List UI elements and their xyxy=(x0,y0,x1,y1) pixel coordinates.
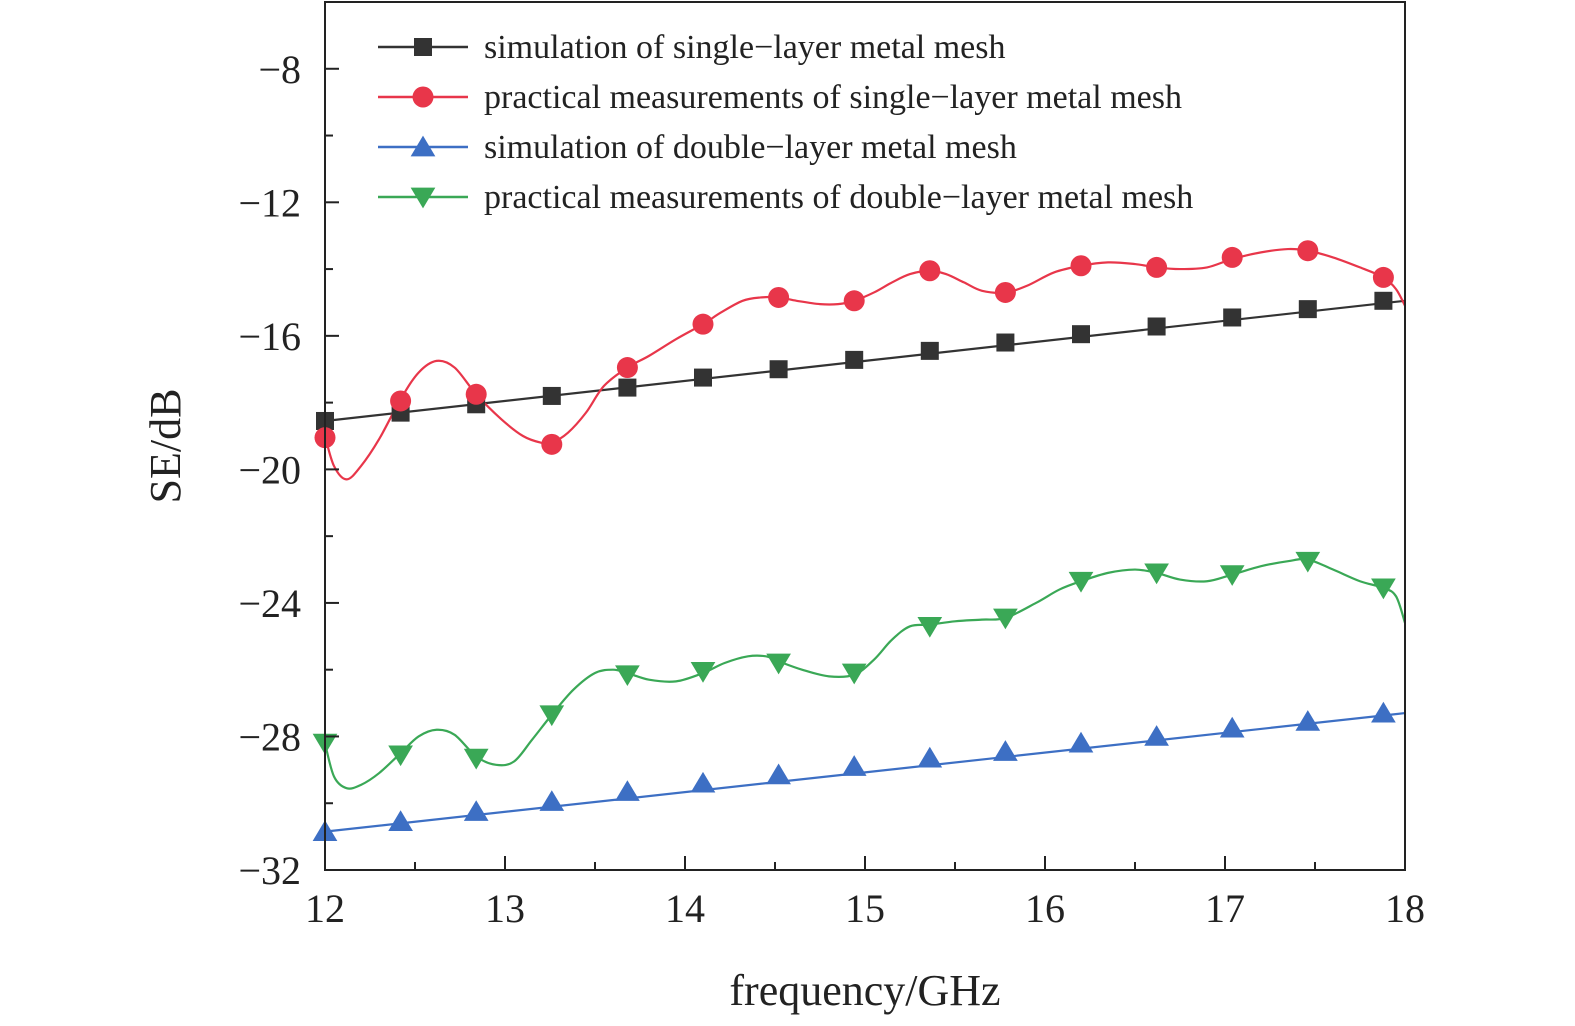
data-point-square xyxy=(845,350,864,369)
data-point-triangle-up xyxy=(388,810,413,831)
data-point-triangle-down xyxy=(917,616,943,638)
data-point-triangle-up xyxy=(1144,725,1169,746)
data-point-triangle-up xyxy=(766,763,791,785)
legend-label: practical measurements of single−layer m… xyxy=(484,79,1182,116)
data-point-triangle-down xyxy=(841,663,867,685)
data-point-triangle-down xyxy=(539,705,565,727)
legend-marker-triangle-down xyxy=(410,187,436,209)
data-point-triangle-down xyxy=(1144,563,1169,585)
data-point-triangle-down xyxy=(766,653,791,675)
data-point-triangle-down xyxy=(1219,565,1245,586)
x-tick-label: 13 xyxy=(485,886,525,931)
data-point-triangle-up xyxy=(690,771,716,793)
x-tick-label: 17 xyxy=(1205,886,1245,931)
data-point-triangle-up xyxy=(917,746,943,768)
data-point-triangle-down xyxy=(388,745,413,767)
x-tick-label: 14 xyxy=(665,886,705,931)
legend-label: simulation of single−layer metal mesh xyxy=(484,29,1006,66)
data-point-circle xyxy=(541,433,563,455)
tick-labels: 12 13 14 15 16 17 18 −32 −28 −24 −20 −16 −12 −8 xyxy=(238,47,1425,931)
y-tick-label: −8 xyxy=(258,47,301,92)
data-point-circle xyxy=(994,281,1016,303)
data-point-square xyxy=(542,386,561,405)
data-point-triangle-up xyxy=(1295,710,1321,731)
data-point-circle xyxy=(465,383,487,405)
y-tick-label: −24 xyxy=(238,581,301,626)
legend-marker-triangle-up xyxy=(410,135,436,157)
data-point-square xyxy=(920,341,939,360)
series-line-2 xyxy=(323,247,1406,481)
series-line-1 xyxy=(324,299,1406,423)
data-point-square xyxy=(1147,317,1166,336)
data-point-square xyxy=(1374,291,1393,310)
y-tick-label: −32 xyxy=(238,848,301,893)
x-tick-label: 15 xyxy=(845,886,885,931)
data-point-square xyxy=(1072,325,1090,344)
series-lines xyxy=(323,247,1407,833)
data-point-triangle-up xyxy=(841,755,867,776)
data-point-triangle-down xyxy=(1295,551,1321,573)
legend-label: practical measurements of double−layer m… xyxy=(484,179,1193,216)
series-line-3 xyxy=(324,711,1406,833)
data-point-circle xyxy=(1372,266,1394,288)
data-point-triangle-up xyxy=(463,800,489,821)
data-point-circle xyxy=(768,286,790,308)
x-tick-label: 12 xyxy=(305,886,345,931)
data-point-circle xyxy=(616,357,638,379)
x-tick-label: 18 xyxy=(1385,886,1425,931)
data-point-square xyxy=(694,368,712,387)
data-point-triangle-up xyxy=(993,740,1018,761)
data-point-triangle-up xyxy=(1371,701,1396,723)
legend: simulation of single−layer metal mesh pra… xyxy=(378,29,1193,216)
data-point-triangle-down xyxy=(690,662,716,683)
data-point-circle xyxy=(1221,246,1243,268)
data-point-square xyxy=(1298,300,1317,319)
legend-label: simulation of double−layer metal mesh xyxy=(484,129,1017,166)
data-point-triangle-up xyxy=(1219,716,1245,738)
data-point-circle xyxy=(919,260,941,282)
data-point-square xyxy=(1223,308,1242,327)
data-point-circle xyxy=(843,290,865,312)
legend-marker-circle xyxy=(412,86,434,108)
data-point-circle xyxy=(390,390,412,412)
legend-marker-square xyxy=(414,38,432,56)
data-point-circle xyxy=(1070,255,1092,277)
data-point-triangle-up xyxy=(1068,731,1094,753)
data-point-square xyxy=(996,333,1015,352)
data-point-triangle-up xyxy=(615,780,640,801)
y-tick-label: −28 xyxy=(238,714,301,759)
data-point-circle xyxy=(692,313,714,335)
data-point-square xyxy=(618,378,637,397)
series-markers xyxy=(312,240,1396,841)
y-axis-title: SE/dB xyxy=(141,389,190,504)
data-point-triangle-down xyxy=(993,608,1018,630)
series-line-4 xyxy=(323,557,1407,790)
data-point-triangle-up xyxy=(539,790,565,811)
data-point-square xyxy=(769,360,788,379)
x-tick-label: 16 xyxy=(1025,886,1065,931)
y-tick-label: −20 xyxy=(238,447,301,492)
data-point-circle xyxy=(1146,256,1168,278)
axis-ticks xyxy=(324,1,1406,871)
data-point-triangle-down xyxy=(1371,578,1396,600)
data-point-triangle-down xyxy=(615,665,640,687)
y-tick-label: −12 xyxy=(238,180,301,225)
x-axis-title: frequency/GHz xyxy=(729,966,1000,1015)
data-point-circle xyxy=(1297,240,1319,262)
y-tick-label: −16 xyxy=(238,314,301,359)
data-point-triangle-down xyxy=(463,748,489,770)
data-point-triangle-down xyxy=(1068,571,1094,593)
